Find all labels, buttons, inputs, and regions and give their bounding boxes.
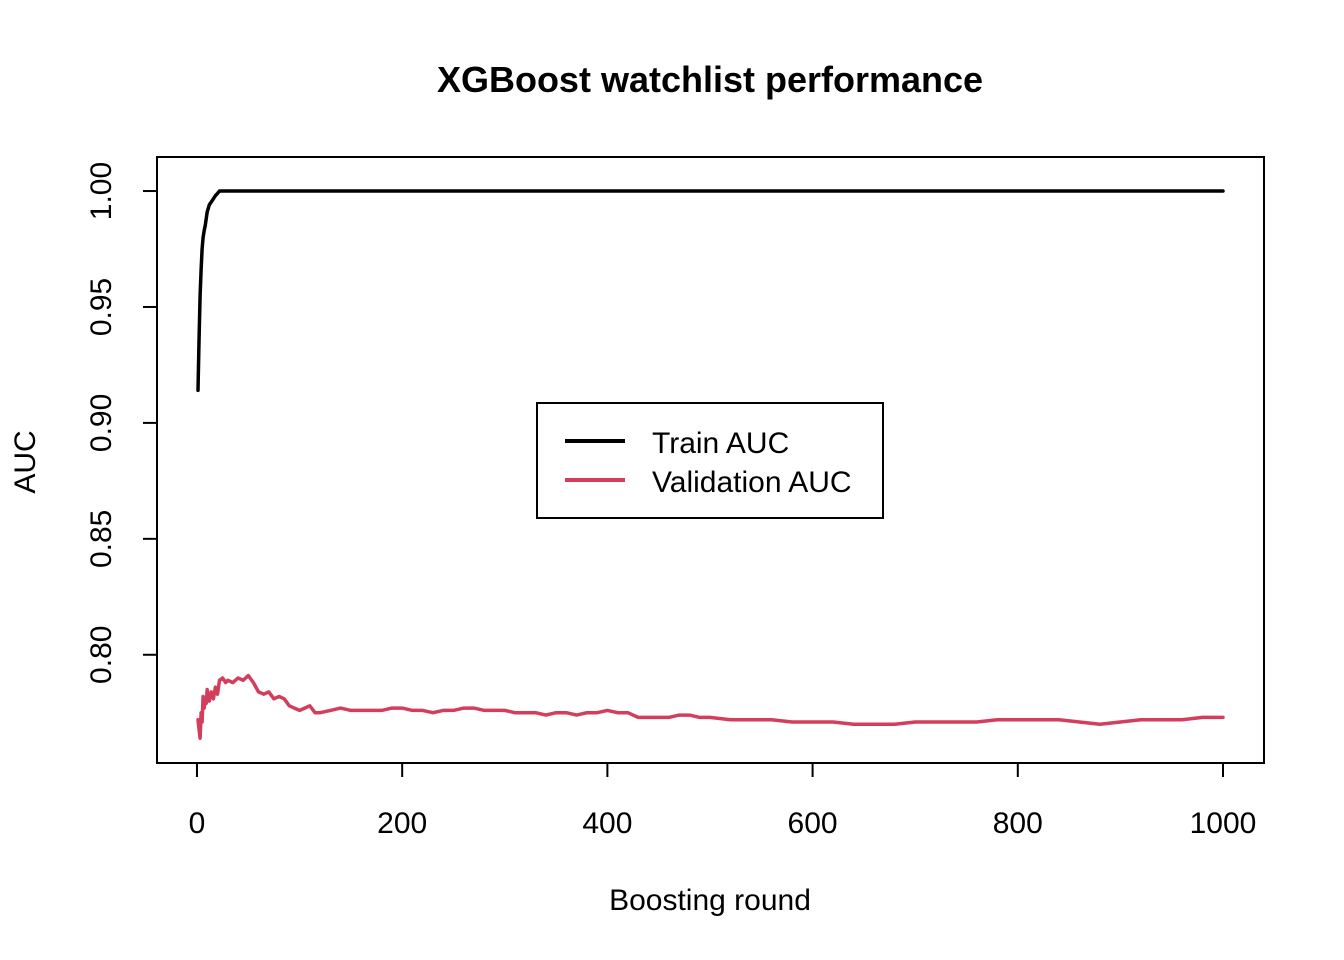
y-axis: 0.80 0.85 0.90 0.95 1.00 [85, 162, 158, 684]
legend: Train AUC Validation AUC [536, 402, 884, 519]
legend-label-validation: Validation AUC [652, 466, 852, 499]
y-tick-label: 0.80 [85, 626, 118, 684]
series-layer [196, 189, 1225, 740]
x-axis-label: Boosting round [609, 884, 811, 917]
x-axis: 0 200 400 600 800 1000 [189, 762, 1257, 840]
x-tick-label: 0 [189, 807, 206, 840]
y-axis-label: AUC [9, 430, 42, 493]
y-tick-label: 1.00 [85, 162, 118, 220]
x-tick-label: 600 [788, 807, 838, 840]
series-line-train [196, 189, 1225, 393]
x-tick-label: 1000 [1190, 807, 1257, 840]
x-tick-label: 200 [377, 807, 427, 840]
legend-label-train: Train AUC [652, 427, 789, 460]
y-tick-label: 0.90 [85, 394, 118, 452]
y-tick-label: 0.95 [85, 278, 118, 336]
series-line-validation [196, 673, 1225, 740]
x-tick-label: 400 [582, 807, 632, 840]
y-tick-label: 0.85 [85, 510, 118, 568]
x-tick-label: 800 [993, 807, 1043, 840]
chart-title: XGBoost watchlist performance [437, 59, 983, 100]
legend-box [536, 402, 884, 519]
